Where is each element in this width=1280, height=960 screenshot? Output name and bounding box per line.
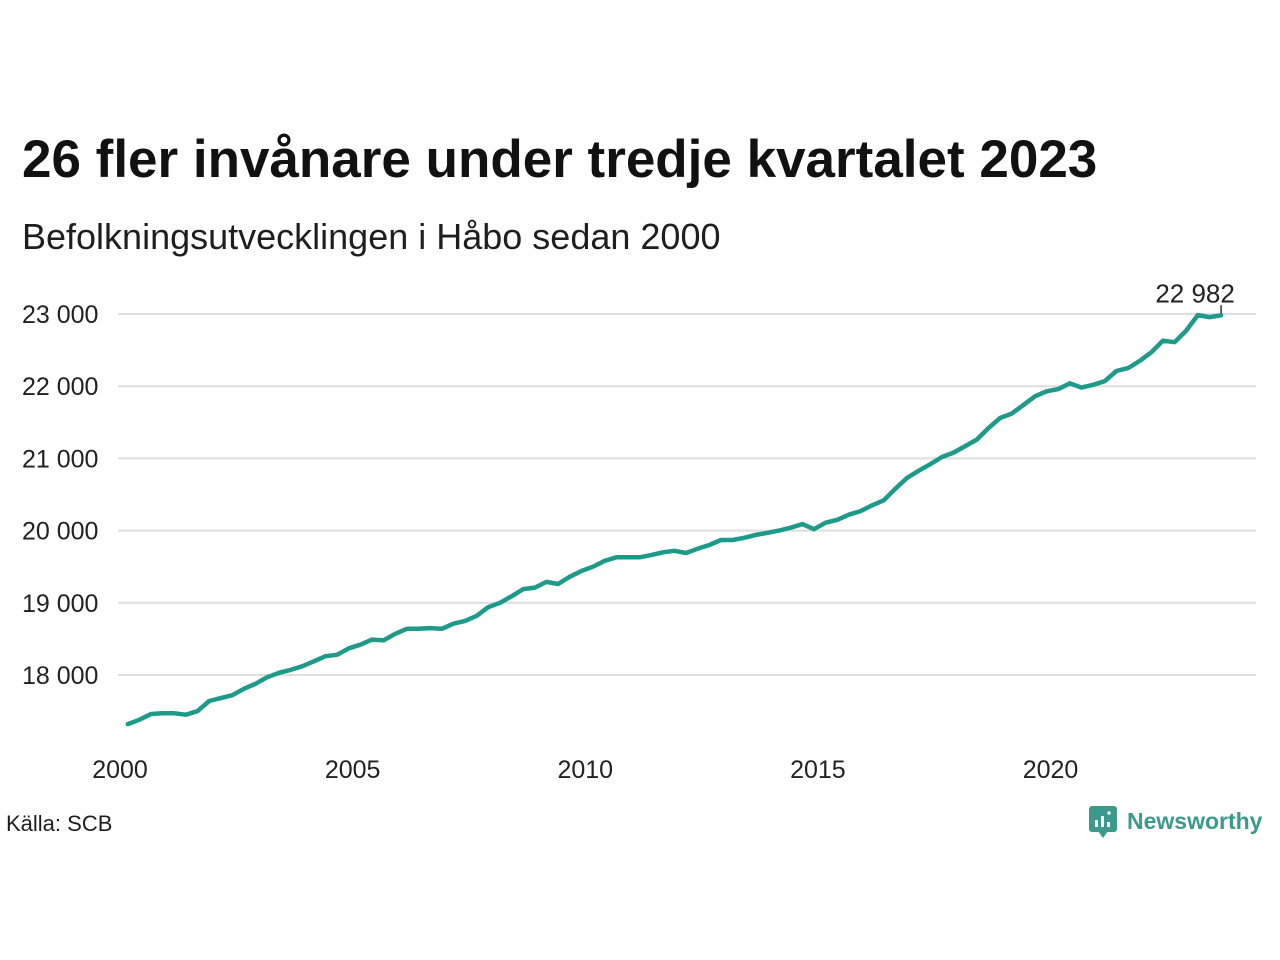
x-tick-label: 2010 [557,756,613,784]
y-axis: 18 000 19 000 20 000 21 000 22 000 23 00… [22,301,98,690]
x-tick-label: 2005 [325,756,381,784]
x-tick-label: 2000 [92,756,148,784]
chart-title: 26 fler invånare under tredje kvartalet … [22,130,1098,189]
newsworthy-logo-icon [1089,806,1117,838]
series-line [125,312,1224,727]
gridlines [118,313,1256,676]
y-tick-label: 22 000 [22,373,98,401]
y-tick-label: 19 000 [22,590,98,618]
x-axis: 2000 2005 2010 2015 2020 [92,756,1078,784]
y-tick-label: 23 000 [22,301,98,329]
brand-name: Newsworthy [1127,808,1263,834]
last-value-label: 22 982 [1155,278,1235,308]
x-tick-label: 2020 [1023,756,1079,784]
source-note: Källa: SCB [6,811,113,836]
y-tick-label: 18 000 [22,662,98,690]
y-tick-label: 21 000 [22,445,98,473]
x-tick-label: 2015 [790,756,846,784]
brand-logo: Newsworthy [1088,805,1268,841]
chart-subtitle: Befolkningsutvecklingen i Håbo sedan 200… [22,216,721,257]
y-tick-label: 20 000 [22,518,98,546]
